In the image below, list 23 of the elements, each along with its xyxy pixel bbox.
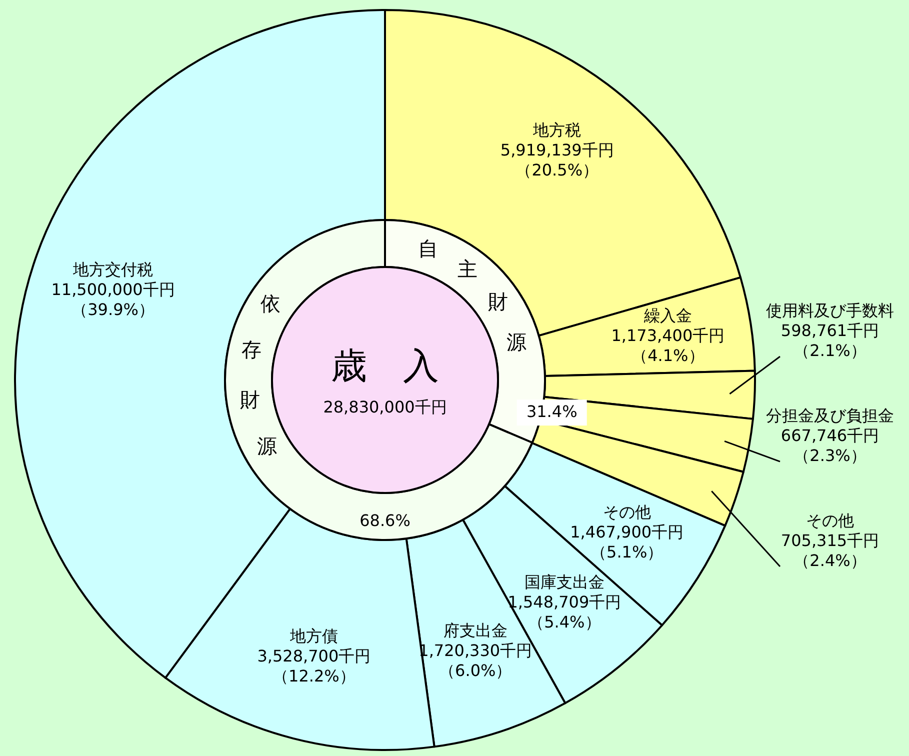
slice-label: 使用料及び手数料 <box>766 300 894 320</box>
data-label: 3,528,700千円（12.2%） <box>257 646 371 686</box>
data-label: 1,173,400千円（4.1%） <box>611 326 725 365</box>
data-label: 1,548,709千円（5.4%） <box>508 592 622 632</box>
slice-label: 分担金及び負担金 <box>766 406 894 425</box>
text: 28,830,000千円 <box>323 397 447 416</box>
slice-label: 地方税 <box>532 120 582 140</box>
data-label: 1,467,900千円（5.1%） <box>570 522 684 562</box>
data-label: 667,746千円（2.3%） <box>780 426 880 465</box>
data-label: 705,315千円（2.4%） <box>780 530 880 570</box>
slice-label: 国庫支出金 <box>524 572 604 592</box>
slice-label: 地方債 <box>288 626 338 646</box>
slice-label: その他 <box>806 510 854 530</box>
slice-label: 地方交付税 <box>72 260 154 279</box>
slice-label: その他 <box>602 502 651 522</box>
data-label: 5,919,139千円（20.5%） <box>500 140 614 180</box>
slice-label: 繰入金 <box>642 306 692 325</box>
slice-label: 府支出金 <box>443 621 508 640</box>
data-label: 11,500,000千円（39.9%） <box>51 280 175 319</box>
category-label: 依存財源 <box>240 292 281 459</box>
data-label: 31.4% <box>526 402 578 421</box>
data-label: 598,761千円（2.1%） <box>780 320 880 360</box>
data-label: 68.6% <box>360 510 410 530</box>
